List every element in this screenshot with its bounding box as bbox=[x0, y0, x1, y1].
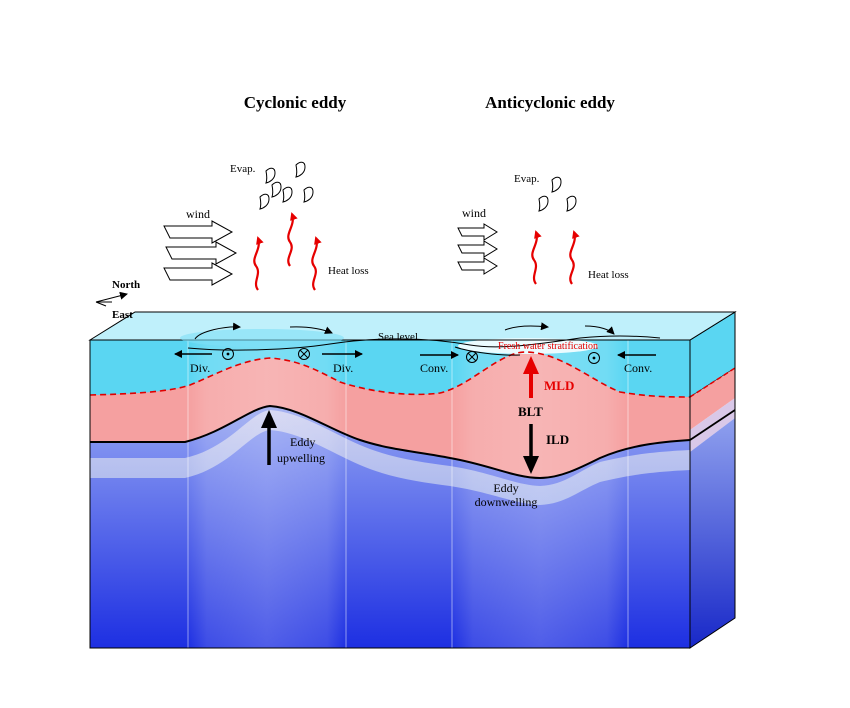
heat-arrows-right bbox=[531, 230, 580, 285]
upwelling-arrow bbox=[261, 410, 277, 465]
into-page-marker bbox=[298, 348, 310, 360]
mld-arrow bbox=[523, 356, 539, 398]
droplet-icon bbox=[271, 181, 282, 198]
hollow-arrow-icon bbox=[457, 223, 498, 241]
downwelling-label-2: downwelling bbox=[475, 495, 538, 509]
cyclonic-title: Cyclonic eddy bbox=[244, 93, 347, 112]
upwelling-label-2: upwelling bbox=[277, 451, 325, 465]
evap-label-right: Evap. bbox=[514, 173, 540, 185]
wavy-up-arrow-icon bbox=[287, 212, 298, 267]
ild-line bbox=[90, 404, 691, 480]
wind-arrows-right bbox=[457, 223, 498, 275]
wind-arrows-left bbox=[163, 220, 238, 286]
out-of-page-marker-2 bbox=[588, 352, 600, 364]
compass-north: North bbox=[112, 279, 140, 291]
droplet-icon bbox=[566, 195, 577, 212]
anticyclonic-title: Anticyclonic eddy bbox=[485, 93, 615, 112]
ild-arrow bbox=[523, 424, 539, 474]
block-front-face bbox=[89, 338, 691, 649]
evaporation-drops-right bbox=[538, 176, 577, 212]
hollow-arrow-icon bbox=[165, 241, 238, 265]
wavy-up-arrow-icon bbox=[311, 236, 322, 291]
wavy-up-arrow-icon bbox=[253, 236, 264, 291]
upwelling-label-1: Eddy bbox=[290, 435, 315, 449]
anticyclonic-surface-eddy bbox=[454, 322, 615, 356]
mld-line bbox=[89, 351, 691, 398]
wavy-up-arrow-icon bbox=[569, 230, 580, 285]
wind-label-right: wind bbox=[462, 206, 486, 220]
div-label-2: Div. bbox=[333, 361, 353, 375]
droplet-icon bbox=[295, 161, 306, 178]
cyclonic-surface-eddy bbox=[180, 322, 344, 347]
out-of-page-marker bbox=[222, 348, 234, 360]
droplet-icon bbox=[551, 176, 562, 193]
sea-level-line bbox=[187, 335, 661, 351]
wavy-up-arrow-icon bbox=[531, 230, 542, 285]
into-page-marker-2 bbox=[466, 351, 478, 363]
heat-loss-label-left: Heat loss bbox=[328, 265, 369, 277]
heat-arrows-left bbox=[253, 212, 322, 291]
droplet-icon bbox=[538, 195, 549, 212]
droplet-icon bbox=[265, 167, 276, 184]
block-side-face bbox=[689, 311, 736, 649]
conv-label-1: Conv. bbox=[420, 361, 448, 375]
ild-label: ILD bbox=[546, 432, 569, 447]
mld-label: MLD bbox=[544, 378, 574, 393]
fresh-water-label: Fresh water stratification bbox=[498, 341, 598, 352]
downwelling-label-1: Eddy bbox=[493, 481, 518, 495]
dot-circle-icon bbox=[588, 352, 600, 364]
sea-level-label: Sea level bbox=[378, 331, 418, 343]
dot-circle-icon bbox=[222, 348, 234, 360]
wind-label-left: wind bbox=[186, 207, 210, 221]
droplet-icon bbox=[259, 193, 270, 210]
droplet-icon bbox=[303, 186, 314, 203]
hollow-arrow-icon bbox=[163, 262, 234, 286]
conv-label-2: Conv. bbox=[624, 361, 652, 375]
compass bbox=[95, 291, 128, 307]
hollow-arrow-icon bbox=[457, 240, 498, 258]
droplet-icon bbox=[282, 186, 293, 203]
div-label-1: Div. bbox=[190, 361, 210, 375]
compass-east: East bbox=[112, 309, 133, 321]
blt-label: BLT bbox=[518, 404, 543, 419]
hollow-arrow-icon bbox=[163, 220, 234, 244]
heat-loss-label-right: Heat loss bbox=[588, 269, 629, 281]
evaporation-drops-left bbox=[259, 161, 314, 210]
hollow-arrow-icon bbox=[457, 257, 498, 275]
evap-label-left: Evap. bbox=[230, 163, 256, 175]
cross-circle-icon bbox=[298, 348, 310, 360]
cross-circle-icon bbox=[466, 351, 478, 363]
